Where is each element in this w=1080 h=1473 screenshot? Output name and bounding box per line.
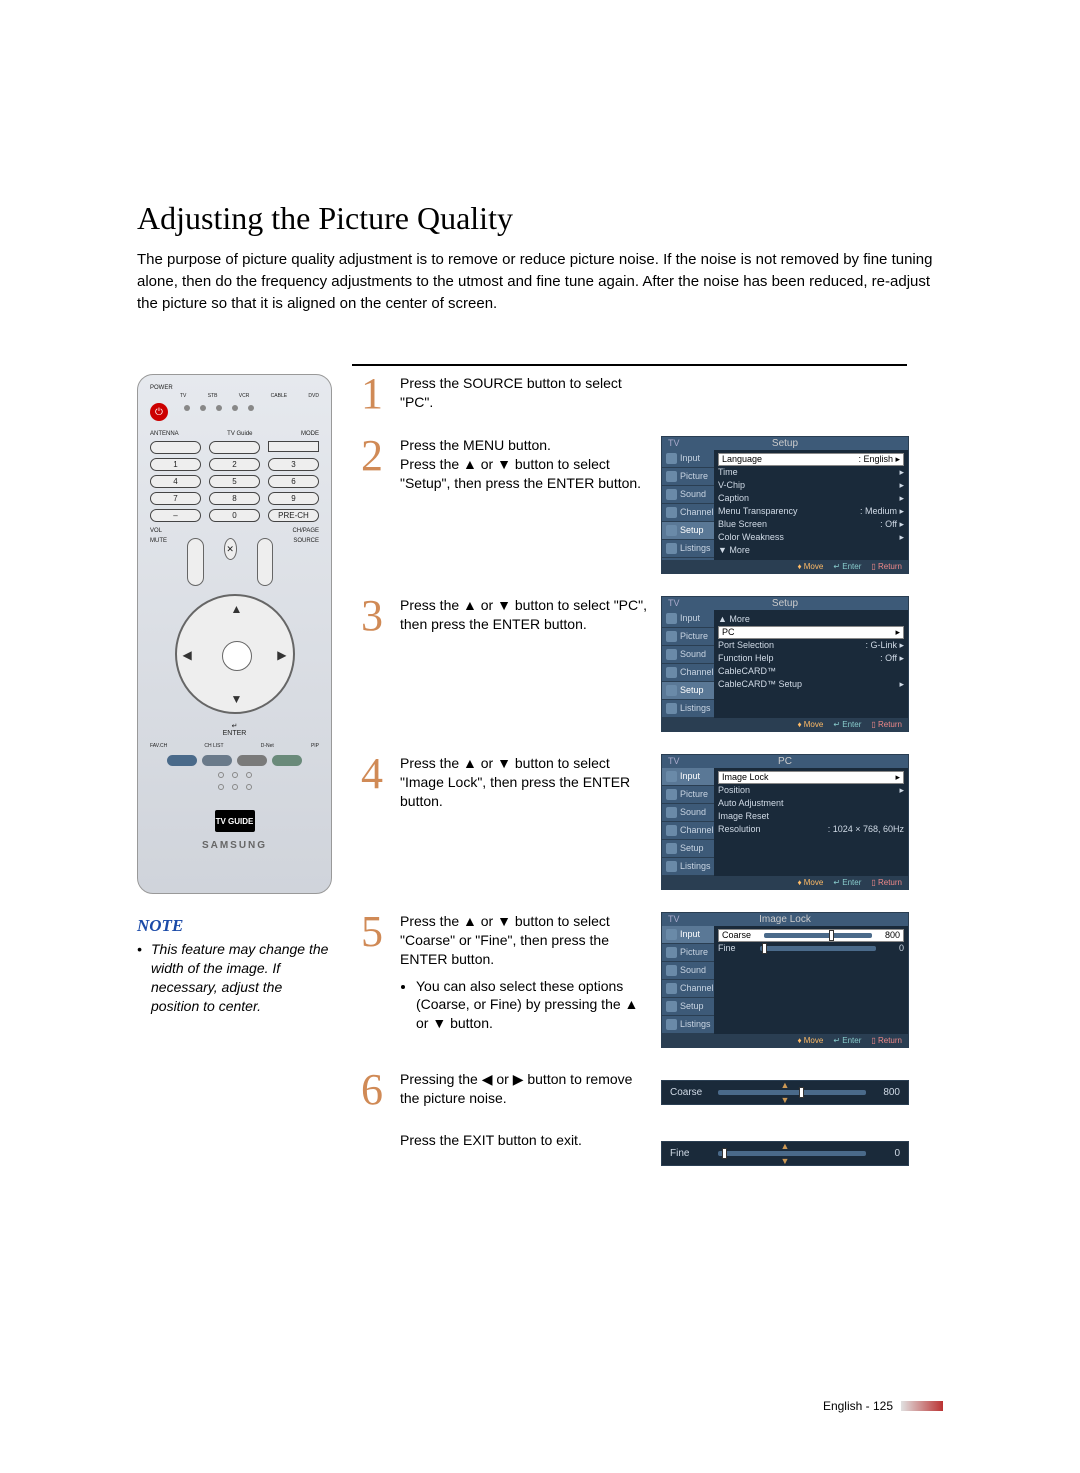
osd-tab: Listings bbox=[662, 540, 714, 558]
steps-column: 1 Press the SOURCE button to select "PC"… bbox=[354, 374, 909, 1188]
osd-panel: TV PC InputPictureSoundChannelSetupListi… bbox=[661, 754, 909, 890]
step-after-text: Press the EXIT button to exit. bbox=[400, 1131, 651, 1150]
osd-tab: Sound bbox=[662, 646, 714, 664]
step-2: 2 Press the MENU button.Press the ▲ or ▼… bbox=[354, 436, 909, 574]
osd-tab: Channel bbox=[662, 822, 714, 840]
step-4: 4 Press the ▲ or ▼ button to select "Ima… bbox=[354, 754, 909, 890]
osd-tab: Input bbox=[662, 926, 714, 944]
note-block: NOTE This feature may change the width o… bbox=[137, 916, 332, 1016]
osd-tab: Input bbox=[662, 768, 714, 786]
power-label: POWER bbox=[150, 385, 319, 391]
numpad: 123456789–0PRE-CH bbox=[150, 458, 319, 522]
osd-tab: Setup bbox=[662, 522, 714, 540]
osd-tab: Listings bbox=[662, 858, 714, 876]
osd-tab: Picture bbox=[662, 628, 714, 646]
brand-label: SAMSUNG bbox=[150, 840, 319, 851]
main-layout: POWER TVSTBVCRCABLEDVD ⏻ ANTENNATV Guide… bbox=[137, 374, 943, 1188]
step-text: Press the ▲ or ▼ button to select "Coars… bbox=[400, 912, 651, 1037]
osd-tab: Picture bbox=[662, 944, 714, 962]
top-buttons bbox=[150, 441, 319, 454]
osd-tab: Setup bbox=[662, 840, 714, 858]
intro-text: The purpose of picture quality adjustmen… bbox=[137, 249, 943, 314]
step-text: Pressing the ◀ or ▶ button to remove the… bbox=[400, 1070, 651, 1108]
osd-tab: Sound bbox=[662, 962, 714, 980]
mode-leds bbox=[184, 405, 254, 411]
step-5: 5 Press the ▲ or ▼ button to select "Coa… bbox=[354, 912, 909, 1048]
osd-tab: Sound bbox=[662, 486, 714, 504]
bottom-labels: FAV.CHCH LISTD-NetPIP bbox=[150, 743, 319, 749]
osd-tab: Setup bbox=[662, 998, 714, 1016]
step-number: 6 bbox=[354, 1070, 390, 1110]
osd-tab: Channel bbox=[662, 504, 714, 522]
enter-label: ↵ENTER bbox=[150, 722, 319, 737]
osd-tab: Setup bbox=[662, 682, 714, 700]
remote-control-illustration: POWER TVSTBVCRCABLEDVD ⏻ ANTENNATV Guide… bbox=[137, 374, 332, 894]
vol-rocker bbox=[187, 538, 204, 586]
page-number: English - 125 bbox=[823, 1399, 893, 1413]
step-number: 5 bbox=[354, 912, 390, 952]
osd-tab: Channel bbox=[662, 664, 714, 682]
dot-row bbox=[150, 772, 319, 778]
step-text: Press the ▲ or ▼ button to select "PC", … bbox=[400, 596, 651, 634]
ch-rocker bbox=[257, 538, 274, 586]
step-6-after: Press the EXIT button to exit. ▲ Fine0 ▼ bbox=[354, 1131, 909, 1166]
color-buttons bbox=[150, 755, 319, 766]
step-6: 6 Pressing the ◀ or ▶ button to remove t… bbox=[354, 1070, 909, 1110]
page-title: Adjusting the Picture Quality bbox=[137, 200, 943, 237]
osd-tab: Listings bbox=[662, 700, 714, 718]
mute-button: ✕ bbox=[224, 538, 237, 560]
osd-tab: Channel bbox=[662, 980, 714, 998]
rocker-row: MUTE ✕ SOURCE bbox=[150, 538, 319, 586]
tvguide-logo: TV GUIDE bbox=[215, 810, 255, 832]
osd-panel: TV Image Lock InputPictureSoundChannelSe… bbox=[661, 912, 909, 1048]
slider-box: ▲ Coarse800 ▼ bbox=[661, 1080, 909, 1105]
osd-tab: Picture bbox=[662, 468, 714, 486]
divider bbox=[352, 364, 907, 366]
page-footer: English - 125 bbox=[823, 1399, 943, 1413]
note-body: This feature may change the width of the… bbox=[137, 940, 332, 1016]
left-column: POWER TVSTBVCRCABLEDVD ⏻ ANTENNATV Guide… bbox=[137, 374, 332, 1188]
osd-panel: TV Setup InputPictureSoundChannelSetupLi… bbox=[661, 596, 909, 732]
step-3: 3 Press the ▲ or ▼ button to select "PC"… bbox=[354, 596, 909, 732]
row1-labels: ANTENNATV GuideMODE bbox=[150, 431, 319, 437]
step-number: 2 bbox=[354, 436, 390, 476]
power-button: ⏻ bbox=[150, 403, 168, 421]
osd-tab: Picture bbox=[662, 786, 714, 804]
slider-box: ▲ Fine0 ▼ bbox=[661, 1141, 909, 1166]
osd-tab: Listings bbox=[662, 1016, 714, 1034]
step-number: 4 bbox=[354, 754, 390, 794]
step-number: 1 bbox=[354, 374, 390, 414]
footer-bar bbox=[901, 1401, 943, 1411]
osd-tab: Input bbox=[662, 610, 714, 628]
step-number: 3 bbox=[354, 596, 390, 636]
note-title: NOTE bbox=[137, 916, 332, 936]
step-1: 1 Press the SOURCE button to select "PC"… bbox=[354, 374, 909, 414]
enter-button bbox=[222, 641, 252, 671]
osd-tab: Sound bbox=[662, 804, 714, 822]
osd-tab: Input bbox=[662, 450, 714, 468]
step-text: Press the ▲ or ▼ button to select "Image… bbox=[400, 754, 651, 811]
step-text: Press the MENU button.Press the ▲ or ▼ b… bbox=[400, 436, 651, 493]
nav-ring: ▲ ▼ ◀ ▶ bbox=[175, 594, 295, 714]
vol-ch-labels: VOLCH/PAGE bbox=[150, 528, 319, 534]
dot-row2 bbox=[150, 784, 319, 790]
step-text: Press the SOURCE button to select "PC". bbox=[400, 374, 651, 412]
osd-panel: TV Setup InputPictureSoundChannelSetupLi… bbox=[661, 436, 909, 574]
